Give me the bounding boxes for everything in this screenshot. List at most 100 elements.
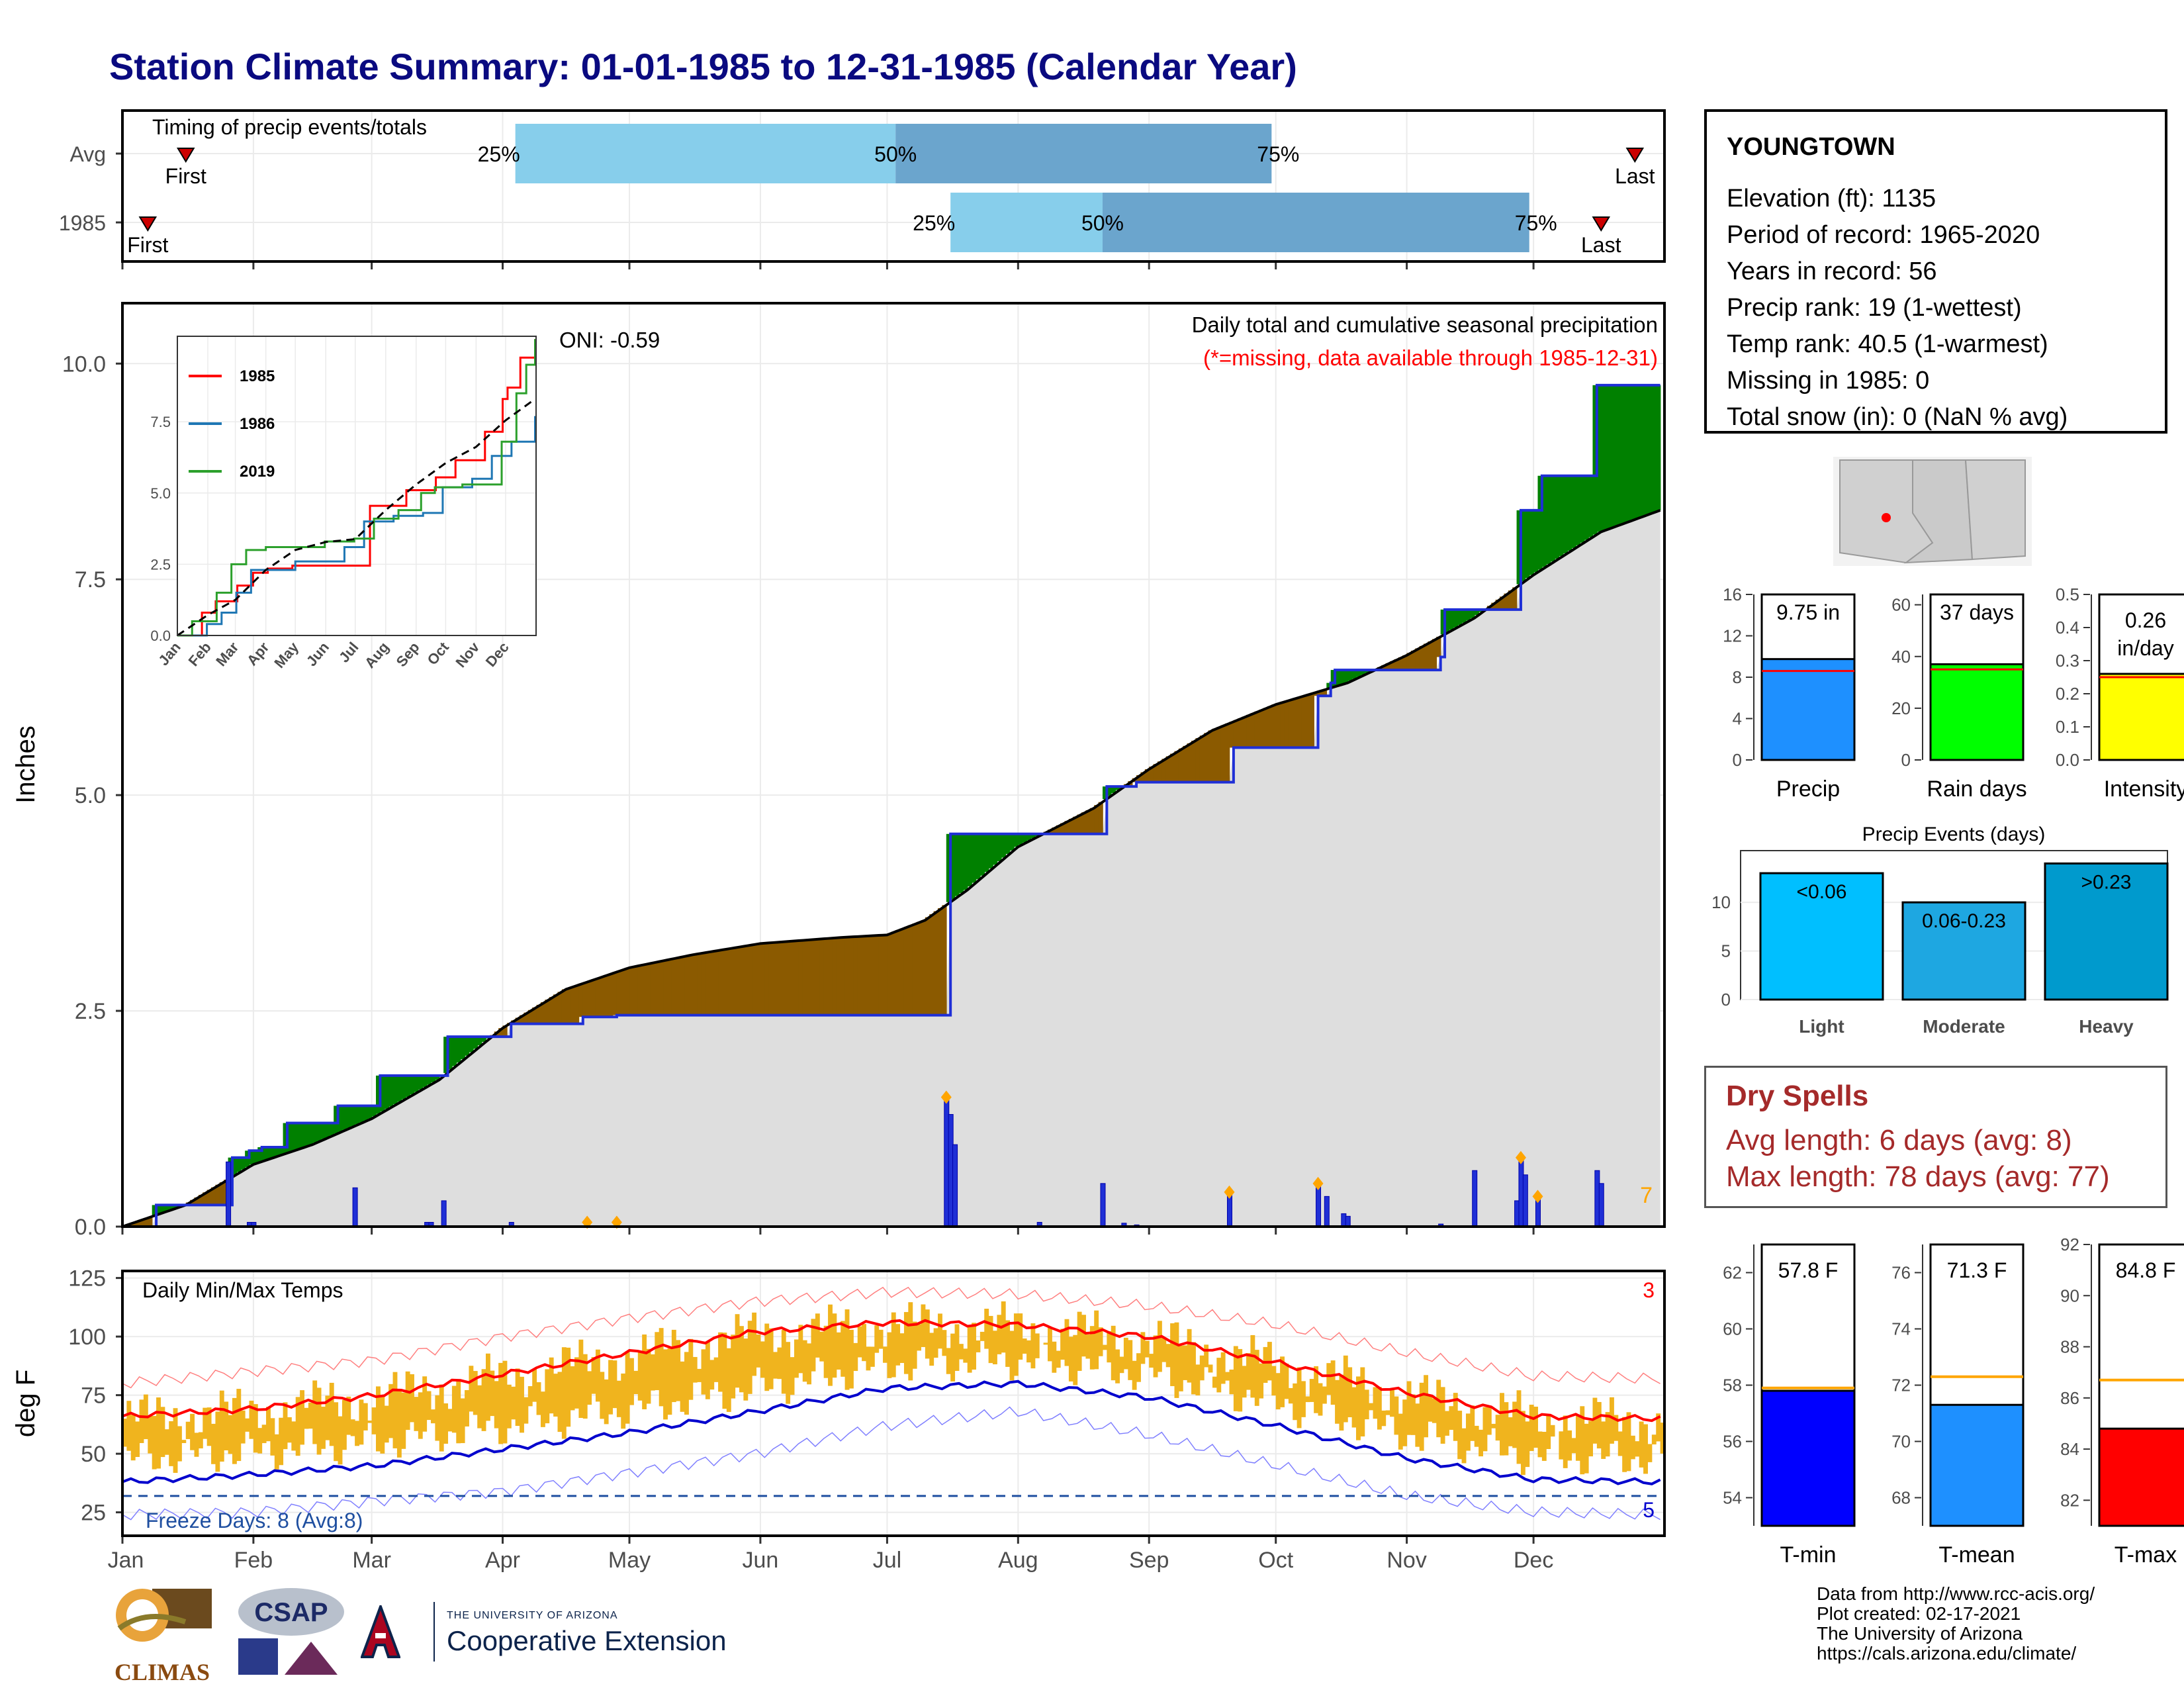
- precip-departure-bar: [963, 833, 968, 890]
- precip-departure-bar: [1187, 743, 1192, 782]
- temp-daily-range-bar: [1445, 1411, 1449, 1436]
- temp-daily-range-bar: [240, 1410, 246, 1444]
- temp-daily-range-bar: [1592, 1397, 1598, 1444]
- temp-daily-range-bar: [1626, 1412, 1631, 1472]
- precip-departure-bar: [938, 908, 943, 1015]
- temp-daily-range-bar: [1246, 1353, 1251, 1390]
- precip-departure-bar: [735, 947, 740, 1015]
- precip-departure-bar: [1559, 475, 1564, 557]
- precip-departure-bar: [1026, 833, 1032, 841]
- temp-daily-range-bar: [1288, 1387, 1293, 1404]
- temp-daily-range-bar: [1424, 1375, 1429, 1438]
- precip-departure-bar: [866, 935, 871, 1015]
- precip-departure-bar: [587, 980, 592, 1017]
- temp-daily-range-bar: [1220, 1352, 1226, 1384]
- precip-departure-bar: [295, 1123, 300, 1149]
- timing-first-label: First: [127, 233, 168, 257]
- precip-departure-bar: [1525, 510, 1530, 579]
- temp-daily-range-bar: [190, 1413, 195, 1450]
- temp-daily-range-bar: [490, 1370, 495, 1417]
- dry-spells-max: Max length: 78 days (avg: 77): [1726, 1160, 2110, 1193]
- temp-daily-range-bar: [841, 1321, 846, 1377]
- precip-departure-bar: [731, 947, 736, 1015]
- climas-logo: CLIMAS: [106, 1582, 218, 1685]
- temp-daily-range-bar: [570, 1366, 575, 1411]
- csap-logo: CSAP: [232, 1585, 351, 1685]
- timing-q25-q50-bar: [950, 193, 1103, 252]
- temp-daily-range-bar: [853, 1342, 858, 1372]
- timing-row-label: 1985: [59, 211, 106, 235]
- temp-daily-range-bar: [1309, 1379, 1314, 1402]
- precip-departure-bar: [616, 970, 622, 1015]
- temp-daily-range-bar: [1559, 1431, 1564, 1460]
- precip-departure-bar: [1238, 718, 1243, 748]
- temp-daily-range-bar: [156, 1397, 161, 1469]
- temp-daily-range-bar: [1614, 1415, 1619, 1441]
- precip-departure-bar: [777, 941, 782, 1015]
- temp-avg-min-line: [122, 1380, 1661, 1485]
- temp-daily-range-bar: [1656, 1413, 1661, 1442]
- precip-departure-bar: [422, 1075, 428, 1088]
- temp-daily-range-bar: [152, 1416, 157, 1470]
- precip-departure-bar: [1630, 385, 1636, 520]
- temp-daily-range-bar: [224, 1401, 229, 1450]
- precip-departure-bar: [764, 943, 770, 1015]
- temp-daily-range-bar: [1068, 1336, 1073, 1382]
- precip-departure-bar: [1402, 655, 1408, 671]
- precip-departure-bar: [1220, 725, 1226, 782]
- temp-daily-range-bar: [587, 1371, 592, 1405]
- temp-daily-range-bar: [993, 1331, 997, 1365]
- precip-departure-bar: [215, 1184, 220, 1205]
- precip-departure-bar: [1322, 689, 1328, 696]
- precip-departure-bar: [862, 936, 867, 1015]
- precip-departure-bar: [1364, 670, 1369, 673]
- precip-departure-bar: [219, 1182, 225, 1205]
- precip-departure-bar: [1073, 816, 1078, 834]
- precip-departure-bar: [684, 955, 690, 1015]
- precip-departure-bar: [1385, 663, 1390, 671]
- timing-chart: 25% 50% 75% First Last Avg 25% 50% 75% First Last 1…: [59, 109, 1666, 269]
- precip-departure-bar: [283, 1123, 288, 1153]
- temp-daily-range-bar: [1170, 1323, 1175, 1386]
- temp-daily-range-bar: [701, 1349, 706, 1395]
- temp-daily-range-bar: [600, 1372, 605, 1419]
- precip-departure-bar: [139, 1219, 144, 1227]
- temp-daily-range-bar: [1546, 1414, 1551, 1450]
- precip-departure-bar: [287, 1123, 293, 1152]
- dry-spells-avg: Avg length: 6 days (avg: 8): [1726, 1124, 2072, 1156]
- precip-departure-bar: [815, 939, 821, 1015]
- temp-daily-range-bar: [832, 1313, 837, 1378]
- temp-daily-range-bar: [206, 1407, 212, 1446]
- precip-departure-bar: [903, 927, 909, 1015]
- temp-daily-range-bar: [477, 1385, 482, 1429]
- temp-daily-range-bar: [1216, 1358, 1222, 1393]
- temp-daily-range-bar: [621, 1373, 626, 1429]
- precip-departure-bar: [532, 1007, 537, 1024]
- temp-daily-range-bar: [815, 1313, 820, 1358]
- precip-departure-bar: [578, 983, 584, 1017]
- temp-daily-range-bar: [536, 1382, 541, 1415]
- precip-ytick-label: 0.0: [75, 1215, 106, 1240]
- temp-daily-range-bar: [1381, 1410, 1387, 1427]
- ua-small-text: THE UNIVERSITY OF ARIZONA: [447, 1610, 618, 1621]
- temp-daily-range-bar: [1208, 1364, 1213, 1373]
- precip-departure-bar: [1541, 475, 1547, 567]
- temp-daily-range-bar: [1052, 1341, 1057, 1373]
- temp-daily-range-bar: [917, 1324, 921, 1351]
- temp-daily-range-bar: [249, 1400, 254, 1439]
- temp-daily-range-bar: [1479, 1429, 1484, 1457]
- temp-daily-range-bar: [1347, 1367, 1353, 1417]
- precip-departure-bar: [346, 1105, 351, 1129]
- timing-panel-label: Timing of precip events/totals: [152, 115, 427, 139]
- precip-departure-bar: [1415, 648, 1420, 671]
- temp-daily-range-bar: [557, 1372, 563, 1432]
- precip-departure-bar: [925, 917, 931, 1015]
- precip-departure-bar: [1575, 475, 1581, 545]
- precip-departure-bar: [697, 953, 702, 1015]
- inset-series-line: [177, 416, 537, 637]
- temp-daily-range-bar: [435, 1395, 440, 1441]
- temp-daily-range-bar: [566, 1347, 571, 1427]
- precip-departure-bar: [1508, 590, 1513, 610]
- temp-daily-range-bar: [1018, 1313, 1023, 1360]
- temp-daily-range-bar: [1647, 1444, 1653, 1462]
